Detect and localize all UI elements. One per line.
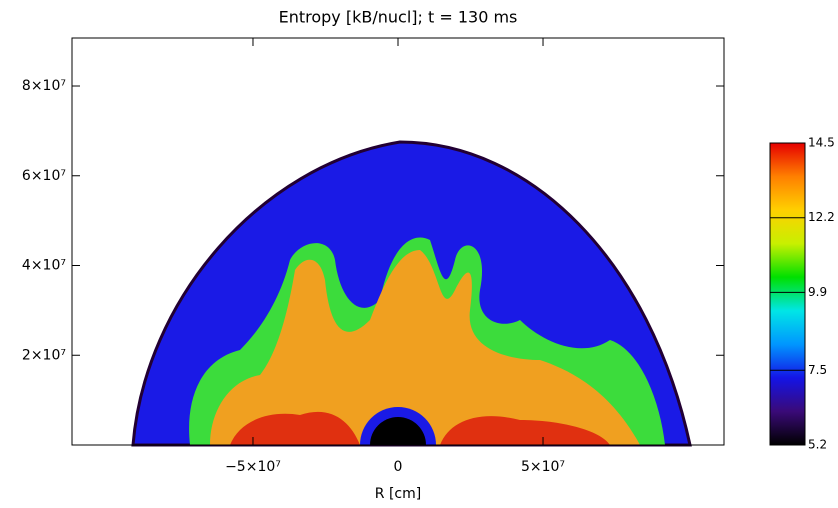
x-axis-label: R [cm] (375, 486, 421, 502)
x-tick-label: −5×10⁷ (225, 459, 281, 475)
y-tick-label: 2×10⁷ (22, 347, 66, 363)
colorbar-tick-label: 9.9 (808, 285, 827, 299)
x-tick-label: 0 (394, 459, 403, 475)
colorbar (769, 142, 806, 446)
x-tick-label: 5×10⁷ (521, 459, 565, 475)
y-tick-label: 4×10⁷ (22, 258, 66, 274)
y-tick-label: 6×10⁷ (22, 168, 66, 184)
colorbar-tick-label: 14.5 (808, 136, 835, 150)
colorbar-tick-label: 7.5 (808, 363, 827, 377)
colorbar-tick-label: 5.2 (808, 438, 827, 452)
plume-hot (230, 411, 610, 445)
y-tick-label: 8×10⁷ (22, 78, 66, 94)
simulation-image (131, 140, 692, 447)
chart-title: Entropy [kB/nucl]; t = 130 ms (279, 8, 518, 27)
plume-core (210, 250, 640, 445)
core (370, 417, 426, 445)
colorbar-tick-label: 12.2 (808, 210, 835, 224)
